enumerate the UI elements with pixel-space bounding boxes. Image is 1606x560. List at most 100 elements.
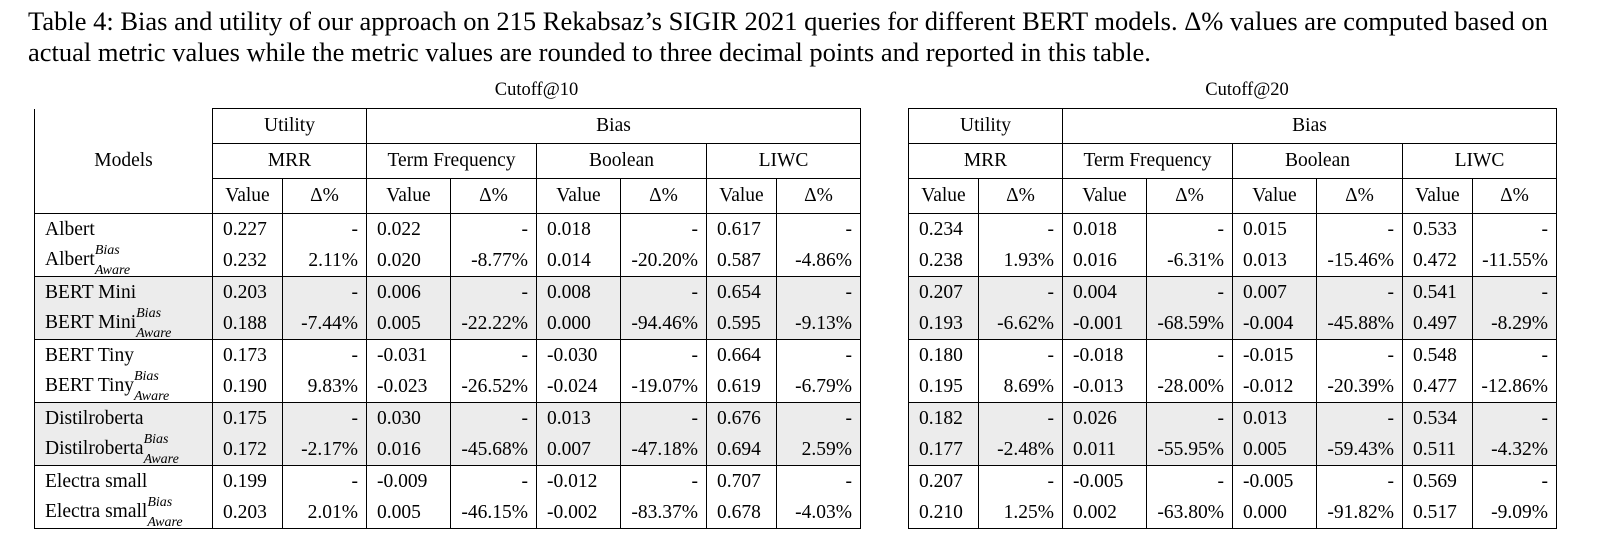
value-cell: 0.477 (1402, 371, 1473, 403)
value-cell: 0.004 (1062, 276, 1147, 308)
delta-cell: -55.95% (1146, 434, 1233, 466)
cutoff-20-table: Utility Bias MRR Term Frequency Boolean LIWC V… (908, 108, 1557, 529)
table-row: 0.234-0.018-0.015-0.533- (908, 213, 1557, 245)
value-cell: 0.005 (1232, 434, 1317, 466)
delta-cell: -45.88% (1316, 308, 1403, 340)
value-cell: 0.193 (908, 308, 979, 340)
value-cell: 0.569 (1402, 465, 1473, 497)
value-cell: 0.177 (908, 434, 979, 466)
value-cell: 0.707 (706, 465, 777, 497)
value-cell: 0.175 (212, 402, 283, 434)
utility-group-header: Utility (908, 108, 1063, 144)
table-row: 0.180- -0.018- -0.015-0.548- (908, 339, 1557, 371)
delta-cell: -68.59% (1146, 308, 1233, 340)
delta-column-header: Δ% (450, 178, 537, 214)
value-cell: 0.511 (1402, 434, 1473, 466)
model-name-cell: Albert (34, 213, 213, 245)
bias-superscript: Bias (136, 305, 162, 321)
delta-cell: -6.79% (776, 371, 861, 403)
value-cell: 0.007 (1232, 276, 1317, 308)
value-cell: -0.001 (1062, 308, 1147, 340)
metric-header: LIWC (706, 143, 861, 179)
table-row: 0.207- -0.005- -0.005-0.569- (908, 465, 1557, 497)
delta-cell: - (620, 465, 707, 497)
delta-cell: -20.39% (1316, 371, 1403, 403)
table-row: 0.177 -2.48% 0.011 -55.95% 0.005 -59.43% 0.511… (908, 434, 1557, 466)
value-cell: 0.694 (706, 434, 777, 466)
delta-cell: - (282, 465, 367, 497)
delta-cell: - (1472, 276, 1557, 308)
table-row: 0.210 1.25% 0.002 -63.80% 0.000 -91.82% 0.517-… (908, 497, 1557, 529)
table-row: 0.182-0.026-0.013-0.534- (908, 402, 1557, 434)
value-column-header: Value (1232, 178, 1317, 214)
delta-cell: - (978, 465, 1063, 497)
delta-cell: -91.82% (1316, 497, 1403, 529)
table-row: BERT Mini Bias Aware 0.188 -7.44% 0.005 -22.22… (34, 305, 861, 340)
delta-cell: -7.44% (282, 308, 367, 340)
delta-column-header: Δ% (776, 178, 861, 214)
value-cell: 0.016 (366, 434, 451, 466)
delta-cell: - (1472, 402, 1557, 434)
value-cell: 0.172 (212, 434, 283, 466)
value-cell: -0.012 (1232, 371, 1317, 403)
delta-cell: -11.55% (1472, 245, 1557, 277)
delta-cell: -4.03% (776, 497, 861, 529)
delta-cell: - (776, 339, 861, 371)
value-cell: 0.654 (706, 276, 777, 308)
delta-cell: -4.32% (1472, 434, 1557, 466)
value-cell: 0.587 (706, 245, 777, 277)
model-name-cell: Electra small (34, 465, 213, 497)
value-cell: 0.533 (1402, 213, 1473, 245)
delta-cell: 2.11% (282, 245, 367, 277)
delta-cell: - (450, 213, 537, 245)
delta-cell: -63.80% (1146, 497, 1233, 529)
metric-header: Term Frequency (366, 143, 537, 179)
value-cell: 0.203 (212, 276, 283, 308)
delta-cell: - (1472, 465, 1557, 497)
delta-cell: - (1316, 339, 1403, 371)
value-cell: 0.005 (366, 497, 451, 529)
model-name: BERT Tiny (45, 374, 134, 396)
value-cell: 0.534 (1402, 402, 1473, 434)
delta-cell: 2.01% (282, 497, 367, 529)
value-cell: -0.002 (536, 497, 621, 529)
delta-cell: -6.62% (978, 308, 1063, 340)
delta-cell: - (620, 213, 707, 245)
metric-header: Term Frequency (1062, 143, 1233, 179)
bias-group-header: Bias (1062, 108, 1557, 144)
table-row: 0.195 8.69% -0.013 -28.00% -0.012 -20.39% 0.47… (908, 371, 1557, 403)
bias-superscript: Bias (147, 494, 173, 510)
value-cell: 0.000 (1232, 497, 1317, 529)
bias-superscript: Bias (143, 431, 169, 447)
value-cell: -0.018 (1062, 339, 1147, 371)
metric-header: MRR (908, 143, 1063, 179)
value-cell: -0.031 (366, 339, 451, 371)
utility-group-header: Utility (212, 108, 367, 144)
value-cell: 0.026 (1062, 402, 1147, 434)
value-cell: 0.548 (1402, 339, 1473, 371)
value-cell: 0.182 (908, 402, 979, 434)
value-cell: 0.595 (706, 308, 777, 340)
delta-cell: - (450, 276, 537, 308)
delta-cell: - (1316, 213, 1403, 245)
value-cell: -0.005 (1232, 465, 1317, 497)
metric-header: LIWC (1402, 143, 1557, 179)
value-cell: 0.180 (908, 339, 979, 371)
value-cell: 0.005 (366, 308, 451, 340)
delta-cell: -9.13% (776, 308, 861, 340)
value-cell: 0.020 (366, 245, 451, 277)
bias-aware-annotation: Bias Aware (144, 432, 179, 466)
metric-header: Boolean (536, 143, 707, 179)
value-cell: -0.004 (1232, 308, 1317, 340)
bias-superscript: Bias (94, 242, 120, 258)
model-name-cell: BERT Tiny (34, 339, 213, 371)
table-row: Albert Bias Aware 0.232 2.11% 0.020 -8.77% 0.01… (34, 242, 861, 277)
delta-cell: 8.69% (978, 371, 1063, 403)
value-cell: 0.619 (706, 371, 777, 403)
delta-cell: -15.46% (1316, 245, 1403, 277)
delta-cell: - (450, 402, 537, 434)
delta-cell: - (1146, 213, 1233, 245)
table-row: Distilroberta Bias Aware 0.172 -2.17% 0.016 -4… (34, 432, 861, 466)
model-name: Distilroberta (45, 437, 144, 459)
model-name-cell: Albert Bias Aware (34, 242, 213, 277)
